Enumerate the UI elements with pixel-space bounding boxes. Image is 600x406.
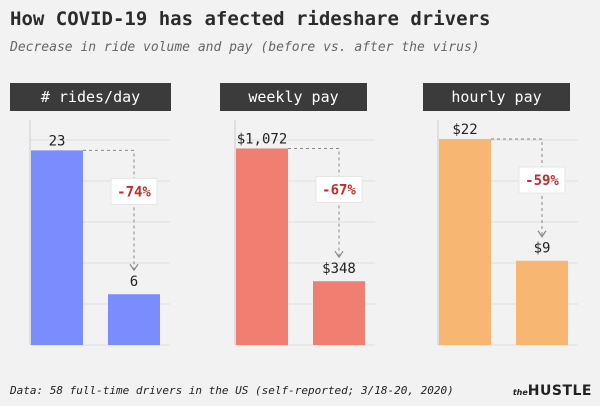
bar-after [313, 281, 365, 345]
change-badge [110, 177, 158, 205]
data-label: $348 [322, 261, 356, 277]
bar-after [516, 260, 568, 345]
panel-title-hourly-pay: hourly pay [423, 83, 570, 111]
panel-title-weekly-pay: weekly pay [220, 83, 367, 111]
arrow-head [537, 230, 547, 238]
data-label: $22 [452, 122, 477, 138]
change-label: -59% [525, 173, 559, 189]
bar-before [31, 150, 83, 345]
brand-logo: theHUSTLE [513, 380, 592, 399]
change-connector [288, 147, 340, 258]
hourly-pay-chart: $22 $9 -59% [437, 120, 578, 346]
change-connector [491, 138, 543, 237]
chart-title: How COVID-19 has afected rideshare drive… [10, 8, 491, 30]
bar-before [236, 148, 288, 345]
change-connector [83, 149, 135, 271]
arrow-head [334, 250, 344, 259]
bar-after [108, 294, 160, 345]
chart-subtitle: Decrease in ride volume and pay (before … [10, 40, 480, 55]
brand-prefix: the [512, 388, 528, 397]
data-label: 23 [49, 133, 66, 149]
panel-title-rides: # rides/day [10, 83, 171, 111]
source-note: Data: 58 full-time drivers in the US (se… [10, 384, 454, 397]
change-label: -67% [322, 182, 356, 198]
change-label: -74% [117, 184, 151, 200]
change-badge [518, 166, 566, 194]
bar-before [439, 139, 491, 345]
change-badge [315, 175, 363, 203]
data-label: $1,072 [237, 131, 288, 147]
rides-per-day-chart: 23 6 -74% [29, 120, 170, 346]
brand-name: HUSTLE [527, 383, 592, 399]
data-label: $9 [534, 241, 551, 257]
weekly-pay-chart: $1,072 $348 -67% [234, 120, 375, 346]
arrow-head [129, 263, 139, 272]
data-label: 6 [130, 274, 138, 290]
